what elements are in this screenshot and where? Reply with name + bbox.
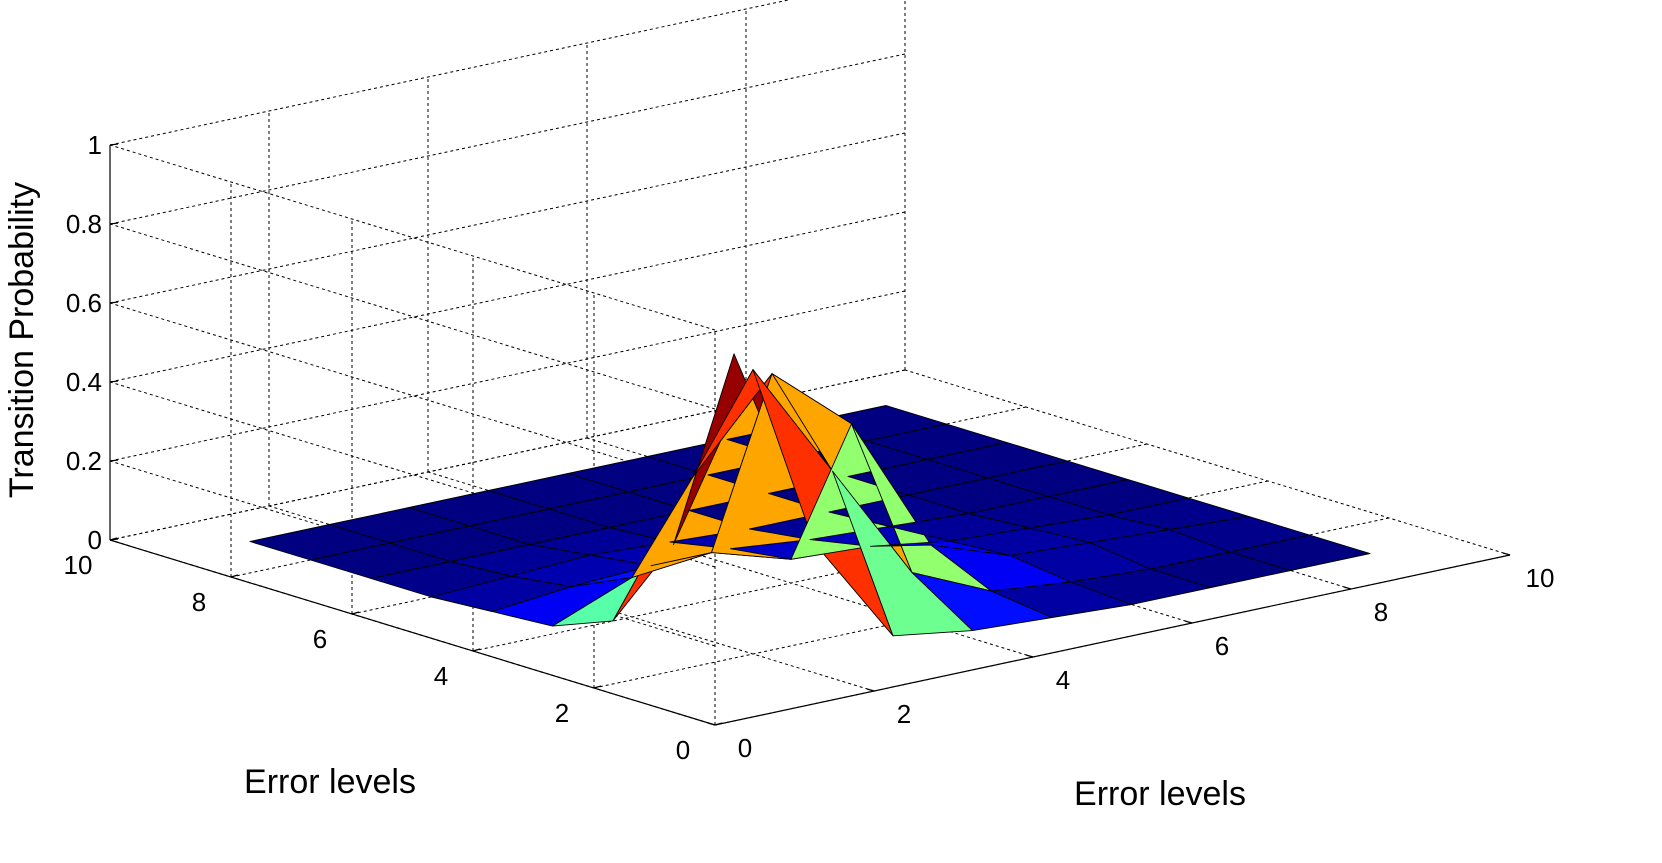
y-tick-mark	[714, 722, 723, 726]
grid-line	[109, 302, 716, 489]
x-tick-label: 4	[1056, 665, 1070, 695]
x-tick-mark	[1343, 586, 1352, 590]
x-tick-label: 10	[1526, 563, 1555, 593]
x-tick-label: 2	[897, 699, 911, 729]
z-tick-mark	[109, 538, 119, 541]
z-tick-label: 0.6	[66, 288, 102, 318]
y-tick-mark	[351, 611, 360, 615]
axis-line	[109, 539, 716, 726]
y-tick-mark	[230, 574, 239, 578]
y-tick-mark	[593, 685, 602, 689]
grid-line	[109, 211, 906, 383]
x-tick-mark	[707, 722, 716, 726]
z-tick-mark	[109, 222, 119, 225]
y-tick-label: 4	[434, 661, 448, 691]
x-tick-mark	[866, 688, 875, 692]
x-axis-title: Error levels	[1074, 775, 1246, 813]
z-tick-mark	[109, 459, 119, 462]
axis-line	[714, 554, 1511, 726]
surface-facet	[1229, 534, 1371, 571]
z-tick-label: 0	[88, 525, 102, 555]
x-tick-label: 8	[1374, 597, 1388, 627]
z-tick-mark	[109, 143, 119, 146]
x-tick-mark	[1502, 552, 1511, 556]
x-tick-label: 6	[1215, 631, 1229, 661]
y-tick-mark	[472, 648, 481, 652]
surface-layer	[249, 353, 1371, 637]
x-tick-label: 0	[738, 733, 752, 763]
y-tick-label: 8	[192, 587, 206, 617]
y-tick-label: 10	[64, 550, 93, 580]
grid-line	[109, 132, 906, 304]
y-axis-title: Error levels	[244, 763, 416, 801]
x-tick-mark	[1184, 620, 1193, 624]
z-tick-label: 1	[88, 130, 102, 160]
z-tick-label: 0.4	[66, 367, 102, 397]
z-tick-mark	[109, 301, 119, 304]
x-tick-mark	[1025, 654, 1034, 658]
grid-layer	[109, 0, 1511, 726]
z-tick-label: 0.2	[66, 446, 102, 476]
y-tick-label: 2	[555, 698, 569, 728]
z-axis-title: Transition Probability	[3, 182, 41, 498]
grid-line	[109, 0, 791, 146]
y-tick-label: 6	[313, 624, 327, 654]
grid-line	[109, 144, 716, 331]
grid-line	[109, 223, 716, 410]
grid-line	[109, 53, 906, 225]
y-tick-label: 0	[676, 735, 690, 765]
z-tick-mark	[109, 380, 119, 383]
z-tick-label: 0.8	[66, 209, 102, 239]
